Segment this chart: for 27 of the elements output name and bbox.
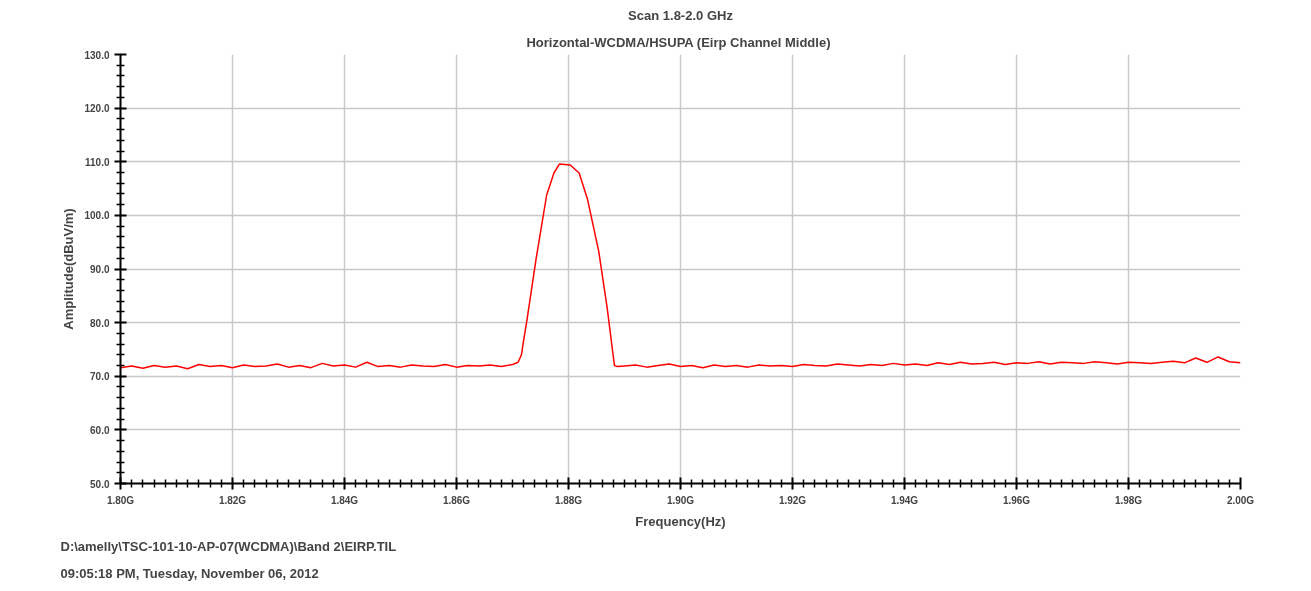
x-tick-label: 1.88G bbox=[554, 494, 583, 506]
x-tick-label: 1.96G bbox=[1002, 494, 1031, 506]
y-tick-label: 110.0 bbox=[85, 156, 110, 168]
y-tick-label: 90.0 bbox=[90, 264, 110, 275]
y-tick-label: 120.0 bbox=[84, 103, 110, 115]
x-tick-label: 1.90G bbox=[666, 494, 695, 506]
y-tick-label: 70.0 bbox=[90, 371, 110, 383]
x-tick-label: 1.82G bbox=[218, 494, 247, 506]
y-tick-label: 50.0 bbox=[90, 478, 110, 490]
text: 09:05:18 PM, Tuesday, November 06, 2012 bbox=[60, 565, 319, 581]
x-tick-label: 1.94G bbox=[890, 494, 919, 506]
y-tick-label: 80.0 bbox=[90, 317, 110, 329]
x-tick-label: 1.80G bbox=[106, 494, 135, 506]
y-tick-label: 100.0 bbox=[84, 210, 110, 222]
text: D:\amelly\TSC-101-10-AP-07(WCDMA)\Band 2\EIRP.TIL bbox=[60, 538, 397, 554]
x-tick-label: 1.92G bbox=[778, 494, 807, 506]
x-tick-label: 2.00G bbox=[1226, 494, 1255, 506]
y-tick-label: 130.0 bbox=[84, 49, 110, 61]
x-axis-title: Frequency(Hz) bbox=[635, 513, 726, 529]
y-axis-title: Amplitude(dBuV/m) bbox=[61, 208, 77, 330]
x-tick-label: 1.84G bbox=[330, 494, 359, 506]
line-series bbox=[120, 163, 1241, 370]
y-tick-label: 60.0 bbox=[90, 424, 110, 436]
x-tick-label: 1.98G bbox=[1114, 494, 1143, 506]
chart-title: Scan 1.8-2.0 GHz bbox=[628, 7, 734, 23]
x-tick-label: 1.86G bbox=[442, 494, 471, 506]
chart-subtitle: Horizontal-WCDMA/HSUPA (Eirp Channel Middle) bbox=[526, 34, 831, 50]
